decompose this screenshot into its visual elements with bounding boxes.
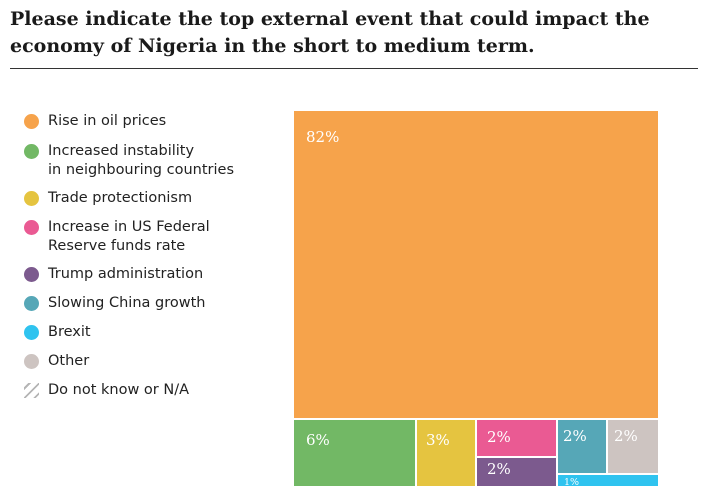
legend-item-other: Other	[24, 352, 89, 371]
chart-title: Please indicate the top external event t…	[10, 8, 650, 57]
title-divider	[10, 68, 698, 69]
legend-label: Do not know or N/A	[48, 382, 190, 398]
legend-swatch	[24, 220, 39, 235]
treemap-label-increased-instability-in-neighbouring-countries: 6%	[306, 431, 330, 449]
legend-swatch	[24, 296, 39, 311]
legend-item-trade-protectionism: Trade protectionism	[24, 189, 192, 208]
treemap-label-rise-in-oil-prices: 82%	[306, 128, 339, 146]
treemap-label-slowing-china-growth: 2%	[563, 427, 587, 445]
legend-label: Increased instability in neighbouring co…	[48, 143, 234, 178]
treemap-label-trump-administration: 2%	[487, 460, 511, 478]
legend-label: Brexit	[48, 324, 91, 340]
legend-swatch	[24, 144, 39, 159]
treemap-cell-trump-administration	[477, 458, 556, 486]
legend-swatch	[24, 325, 39, 340]
treemap-cell-slowing-china-growth	[558, 420, 606, 473]
legend-item-trump-administration: Trump administration	[24, 265, 203, 284]
legend-swatch	[24, 114, 39, 129]
legend-item-instability: Increased instability in neighbouring co…	[24, 142, 234, 180]
treemap-cell-rise-in-oil-prices	[294, 111, 658, 418]
legend-swatch	[24, 191, 39, 206]
legend-label: Increase in US Federal Reserve funds rat…	[48, 219, 210, 254]
treemap-cell-brexit	[558, 475, 658, 486]
treemap-cell-increase-in-us-federal-reserve-funds-rate	[477, 420, 556, 456]
legend-item-us-fed-rate: Increase in US Federal Reserve funds rat…	[24, 218, 210, 256]
treemap-label-trade-protectionism: 3%	[426, 431, 450, 449]
legend-label: Rise in oil prices	[48, 113, 167, 129]
hatched-swatch-icon	[24, 383, 39, 398]
legend-label: Other	[48, 353, 90, 369]
legend-item-slowing-china-growth: Slowing China growth	[24, 294, 205, 313]
legend-label: Trade protectionism	[48, 190, 193, 206]
legend-label: Slowing China growth	[48, 295, 206, 311]
treemap-label-other: 2%	[614, 427, 638, 445]
treemap-cell-trade-protectionism	[417, 420, 475, 486]
treemap-label-increase-in-us-federal-reserve-funds-rate: 2%	[487, 428, 511, 446]
legend-swatch	[24, 267, 39, 282]
treemap-cell-increased-instability-in-neighbouring-countries	[294, 420, 415, 486]
legend-item-brexit: Brexit	[24, 323, 91, 342]
legend-item-do-not-know: Do not know or N/A	[24, 381, 189, 400]
legend-label: Trump administration	[48, 266, 204, 282]
legend-swatch	[24, 354, 39, 369]
treemap-cell-other	[608, 420, 658, 473]
treemap-label-brexit: 1%	[564, 477, 579, 488]
legend-item-rise-in-oil-prices: Rise in oil prices	[24, 112, 166, 131]
